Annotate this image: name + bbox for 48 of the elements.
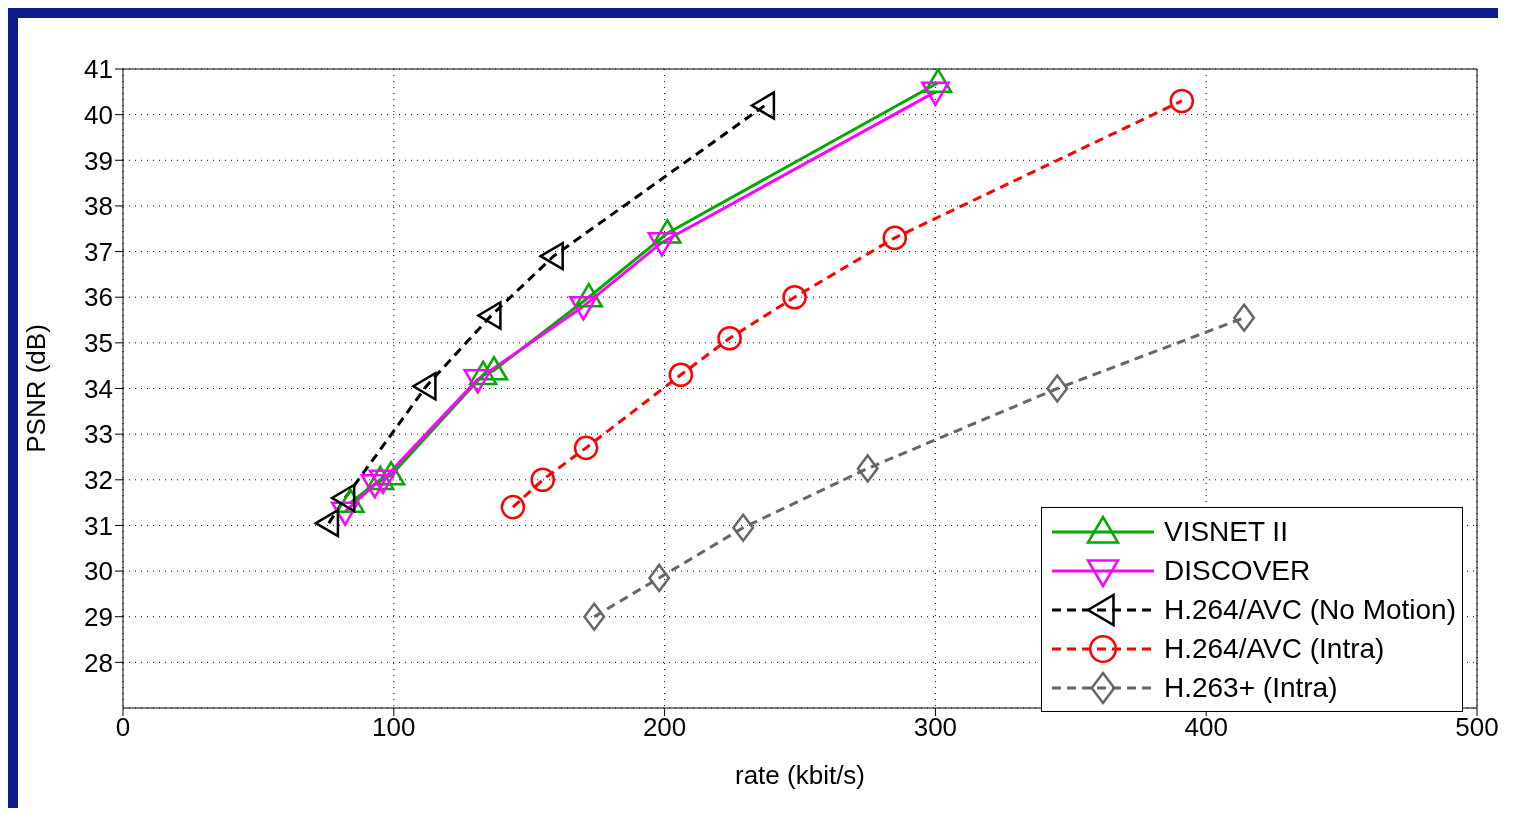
point <box>1233 303 1256 332</box>
point <box>573 435 599 461</box>
legend-label: VISNET II <box>1163 515 1288 548</box>
y-tick-label: 40 <box>84 99 113 130</box>
y-tick-label: 29 <box>84 601 113 632</box>
point <box>539 241 564 271</box>
point <box>330 483 356 513</box>
point <box>648 563 671 593</box>
x-axis-title: rate (kbit/s) <box>734 760 866 790</box>
legend-label: H.264/AVC (Intra) <box>1163 632 1385 665</box>
y-tick-label: 41 <box>84 54 113 85</box>
point <box>500 494 526 520</box>
point <box>668 362 694 388</box>
x-tick-label: 400 <box>1184 712 1228 743</box>
y-tick-label: 35 <box>84 328 113 359</box>
point <box>782 284 807 310</box>
point <box>717 325 742 351</box>
point <box>477 301 502 330</box>
y-tick-label: 31 <box>84 510 113 541</box>
legend-label: H.263+ (Intra) <box>1163 671 1338 704</box>
x-tick-label: 500 <box>1455 712 1499 743</box>
point <box>314 508 340 538</box>
x-tick-label: 300 <box>913 712 958 743</box>
point <box>750 91 776 120</box>
point <box>530 467 556 493</box>
x-tick-label: 100 <box>372 712 416 743</box>
point <box>732 513 755 542</box>
y-tick-label: 38 <box>84 191 113 222</box>
legend-label: DISCOVER <box>1163 554 1311 587</box>
point <box>1046 374 1069 403</box>
x-tick-label: 0 <box>115 712 131 743</box>
point <box>412 371 437 401</box>
y-tick-label: 34 <box>84 373 113 404</box>
y-axis-title: PSNR (dB) <box>21 324 52 453</box>
point <box>1169 88 1195 114</box>
y-tick-label: 33 <box>84 419 113 450</box>
y-tick-label: 39 <box>84 145 113 176</box>
y-tick-label: 30 <box>84 556 113 587</box>
x-tick-label: 200 <box>642 712 687 743</box>
point <box>583 602 606 631</box>
y-tick-label: 36 <box>84 282 113 313</box>
point <box>882 225 908 251</box>
legend-label: H.264/AVC (No Motion) <box>1163 593 1456 626</box>
y-tick-label: 32 <box>84 465 113 496</box>
y-tick-label: 37 <box>84 236 113 267</box>
y-tick-label: 28 <box>84 647 113 678</box>
point <box>569 295 598 321</box>
point <box>856 454 879 483</box>
